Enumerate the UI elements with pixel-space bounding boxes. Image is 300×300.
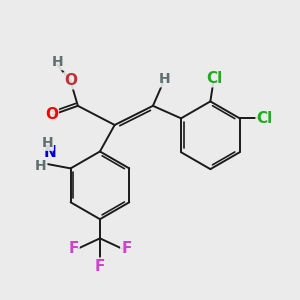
Text: O: O <box>45 107 58 122</box>
Text: H: H <box>51 55 63 69</box>
Text: F: F <box>121 241 132 256</box>
Text: F: F <box>68 241 79 256</box>
Text: H: H <box>159 72 170 86</box>
Text: Cl: Cl <box>256 111 273 126</box>
Text: H: H <box>35 159 46 173</box>
Text: F: F <box>95 259 105 274</box>
Text: H: H <box>41 136 53 150</box>
Text: Cl: Cl <box>207 71 223 86</box>
Text: N: N <box>44 145 56 160</box>
Text: O: O <box>64 73 77 88</box>
